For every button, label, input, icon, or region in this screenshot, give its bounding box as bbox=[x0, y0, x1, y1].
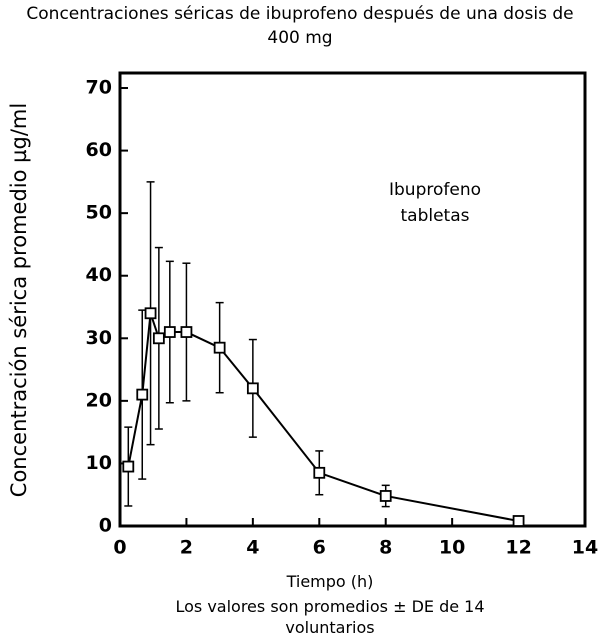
x-tick-label: 14 bbox=[572, 537, 598, 559]
y-tick-label: 20 bbox=[86, 389, 112, 411]
marker bbox=[136, 388, 149, 401]
marker bbox=[379, 490, 392, 502]
y-tick-label: 0 bbox=[99, 515, 112, 537]
marker bbox=[180, 326, 193, 338]
plot-frame bbox=[118, 71, 587, 528]
x-tick-label: 8 bbox=[379, 537, 392, 559]
x-tick-label: 10 bbox=[439, 537, 465, 559]
x-tick-label: 12 bbox=[505, 537, 531, 559]
y-tick-label: 50 bbox=[86, 202, 112, 224]
y-tick-label: 70 bbox=[86, 77, 112, 99]
marker bbox=[246, 382, 259, 395]
y-tick-label: 60 bbox=[86, 139, 112, 161]
marker bbox=[144, 307, 157, 320]
x-tick-label: 2 bbox=[180, 537, 193, 559]
marker bbox=[512, 515, 525, 527]
x-tick-label: 0 bbox=[113, 537, 126, 559]
marker bbox=[213, 341, 226, 354]
footnote: Los valores son promedios ± DE de 14 vol… bbox=[175, 597, 485, 637]
marker bbox=[313, 466, 326, 479]
chart-title: Concentraciones séricas de ibuprofeno de… bbox=[26, 4, 574, 48]
y-axis-label: Concentración sérica promedio µg/ml bbox=[7, 103, 31, 497]
marker bbox=[122, 460, 135, 473]
annotation: Ibuprofeno bbox=[389, 180, 481, 200]
y-tick-label: 40 bbox=[86, 264, 112, 286]
y-tick-label: 30 bbox=[86, 327, 112, 349]
x-axis-label: Tiempo (h) bbox=[286, 572, 374, 591]
annotation: tabletas bbox=[401, 206, 470, 226]
marker bbox=[163, 326, 176, 338]
y-tick-label: 10 bbox=[86, 452, 112, 474]
x-tick-label: 4 bbox=[246, 537, 259, 559]
marker bbox=[152, 332, 165, 345]
x-tick-label: 6 bbox=[313, 537, 326, 559]
